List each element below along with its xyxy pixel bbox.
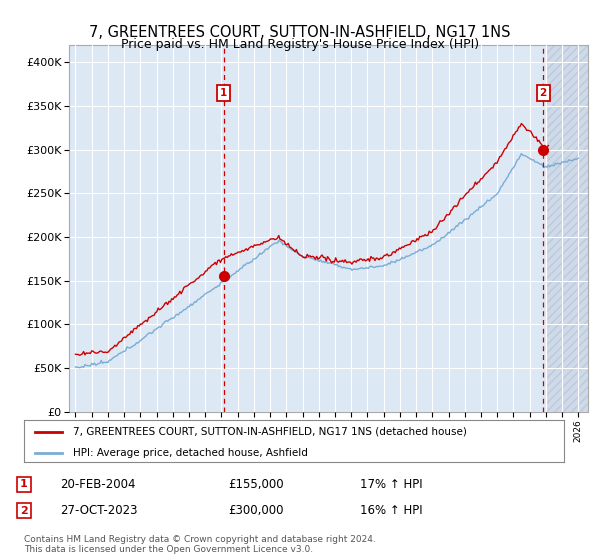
Text: 7, GREENTREES COURT, SUTTON-IN-ASHFIELD, NG17 1NS: 7, GREENTREES COURT, SUTTON-IN-ASHFIELD,…: [89, 25, 511, 40]
Text: 20-FEB-2004: 20-FEB-2004: [60, 478, 136, 491]
Text: 2: 2: [20, 506, 28, 516]
Text: HPI: Average price, detached house, Ashfield: HPI: Average price, detached house, Ashf…: [73, 448, 307, 458]
Text: Price paid vs. HM Land Registry's House Price Index (HPI): Price paid vs. HM Land Registry's House …: [121, 38, 479, 51]
Text: 1: 1: [220, 88, 227, 98]
Text: 2: 2: [539, 88, 547, 98]
Text: 16% ↑ HPI: 16% ↑ HPI: [360, 504, 422, 517]
Text: 17% ↑ HPI: 17% ↑ HPI: [360, 478, 422, 491]
Text: 1: 1: [20, 479, 28, 489]
Text: Contains HM Land Registry data © Crown copyright and database right 2024.
This d: Contains HM Land Registry data © Crown c…: [24, 535, 376, 554]
Text: £155,000: £155,000: [228, 478, 284, 491]
Text: 7, GREENTREES COURT, SUTTON-IN-ASHFIELD, NG17 1NS (detached house): 7, GREENTREES COURT, SUTTON-IN-ASHFIELD,…: [73, 427, 466, 437]
Text: 27-OCT-2023: 27-OCT-2023: [60, 504, 137, 517]
Text: £300,000: £300,000: [228, 504, 284, 517]
